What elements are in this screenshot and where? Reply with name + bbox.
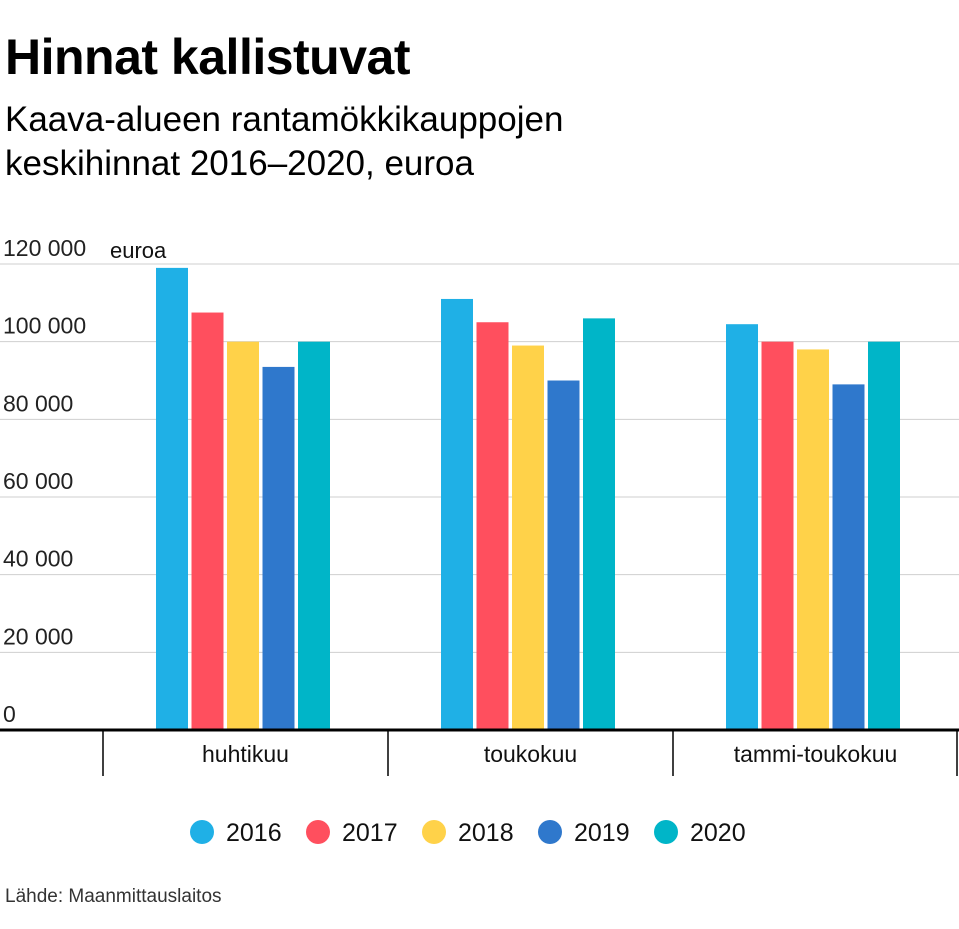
bar-2017-1: [191, 312, 224, 730]
chart-subtitle: Kaava-alueen rantamökkikauppojen keskihi…: [5, 100, 564, 183]
bar-2019-3: [832, 384, 865, 730]
chart-title: Hinnat kallistuvat: [5, 29, 411, 85]
legend-label: 2019: [574, 819, 630, 847]
bar-2020-3: [868, 341, 900, 730]
bar-2016-3: [726, 324, 758, 730]
y-tick-label: 80 000: [3, 390, 73, 416]
y-tick-label: 100 000: [3, 313, 86, 339]
y-tick-label: 20 000: [3, 623, 73, 649]
legend-label: 2018: [458, 819, 514, 847]
bar-2020-1: [298, 341, 330, 730]
bar-2018-3: [797, 349, 829, 730]
bar-2017-3: [761, 341, 794, 730]
x-axis: huhtikuu toukokuu tammi-toukokuu: [0, 728, 959, 776]
legend-item-2016: 2016: [190, 819, 282, 847]
bar-2019-1: [262, 366, 295, 730]
bars: [156, 267, 900, 730]
legend-label: 2017: [342, 819, 398, 847]
y-tick-label: 40 000: [3, 546, 73, 572]
bar-2018-2: [512, 345, 544, 730]
legend-swatch: [538, 820, 562, 844]
legend-swatch: [190, 820, 214, 844]
legend-item-2018: 2018: [422, 819, 514, 847]
source-note: Lähde: Maanmittauslaitos: [5, 886, 222, 907]
legend: 2016 2017 2018 2019 2020: [190, 819, 746, 847]
bar-2017-2: [476, 322, 509, 730]
x-tick-label: huhtikuu: [202, 741, 289, 767]
y-tick-label: 60 000: [3, 468, 73, 494]
x-tick-label: tammi-toukokuu: [734, 741, 898, 767]
legend-item-2020: 2020: [654, 819, 746, 847]
legend-swatch: [306, 820, 330, 844]
legend-label: 2016: [226, 819, 282, 847]
legend-label: 2020: [690, 819, 746, 847]
legend-swatch: [422, 820, 446, 844]
bar-2018-1: [227, 341, 259, 730]
y-tick-label: 0: [3, 701, 16, 727]
bar-2016-2: [441, 298, 473, 730]
bar-2019-2: [547, 380, 580, 730]
legend-item-2019: 2019: [538, 819, 630, 847]
y-axis-tick-labels: 0 20 000 40 000 60 000 80 000 100 000 120 000: [3, 235, 86, 727]
legend-item-2017: 2017: [306, 819, 398, 847]
y-tick-label: 120 000: [3, 235, 86, 261]
x-tick-label: toukokuu: [484, 741, 577, 767]
bar-2016-1: [156, 267, 188, 730]
legend-swatch: [654, 820, 678, 844]
y-axis-label: euroa: [110, 238, 167, 263]
bar-2020-2: [583, 318, 615, 730]
